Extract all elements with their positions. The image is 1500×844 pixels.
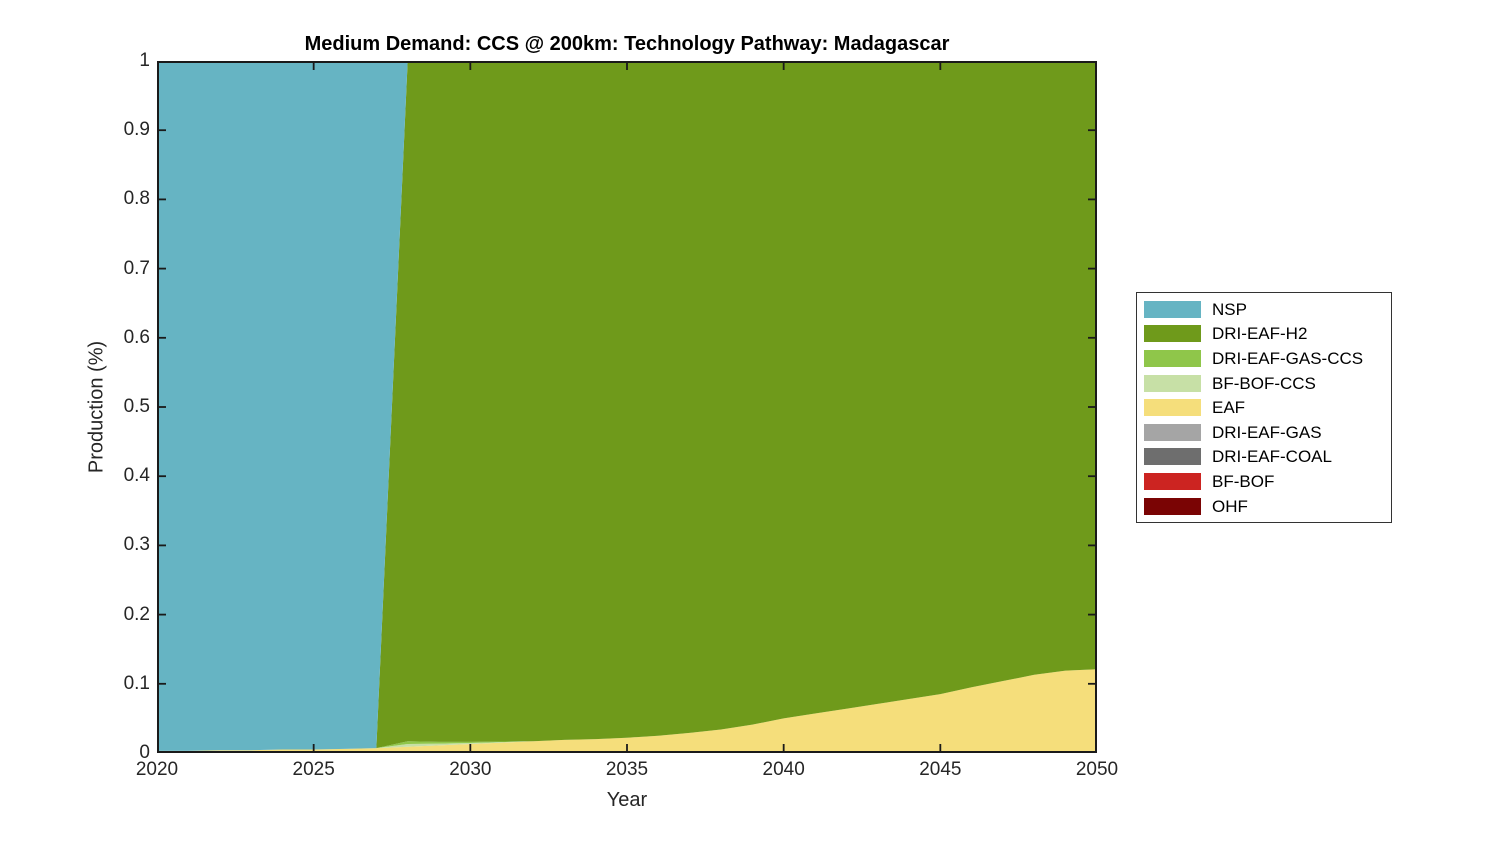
plot-area <box>157 61 1097 753</box>
legend-label: BF-BOF <box>1212 471 1275 491</box>
legend-item-EAF: EAF <box>1144 395 1391 420</box>
legend-swatch <box>1144 325 1201 343</box>
y-tick-label: 0.9 <box>123 119 150 141</box>
legend-label: BF-BOF-CCS <box>1212 373 1316 393</box>
legend-label: DRI-EAF-COAL <box>1212 447 1332 467</box>
y-tick-label: 1 <box>139 50 150 71</box>
x-tick-label: 2025 <box>292 759 335 780</box>
x-tick-label: 2050 <box>1075 759 1119 780</box>
y-tick-label: 0.6 <box>123 326 150 348</box>
legend-label: DRI-EAF-GAS <box>1212 422 1322 442</box>
legend-item-OHF: OHF <box>1144 494 1391 519</box>
legend-swatch <box>1144 399 1201 417</box>
x-axis-tick-labels: 2020 2025 2030 2035 2040 2045 2050 <box>136 759 1118 783</box>
legend-swatch <box>1144 448 1201 466</box>
area-series-EAF <box>157 669 1097 753</box>
x-tick-label: 2035 <box>605 759 649 780</box>
legend-item-BF-BOF-CCS: BF-BOF-CCS <box>1144 371 1391 396</box>
x-tick-label: 2030 <box>449 759 492 780</box>
y-tick-label: 0 <box>139 742 150 763</box>
legend-item-DRI-EAF-H2: DRI-EAF-H2 <box>1144 322 1391 347</box>
x-axis-label: Year <box>606 789 648 811</box>
area-series-NSP <box>157 61 1097 751</box>
y-tick-label: 0.2 <box>123 603 150 625</box>
legend-swatch <box>1144 423 1201 441</box>
legend-label: OHF <box>1212 496 1248 516</box>
plot-box-border <box>157 61 1097 753</box>
legend-box: NSP DRI-EAF-H2 DRI-EAF-GAS-CCS BF-BOF-CCS EA… <box>1136 292 1392 524</box>
x-tick-label: 2020 <box>135 759 179 780</box>
legend-swatch <box>1144 300 1201 318</box>
y-tick-label: 0.3 <box>123 534 150 556</box>
stacked-area-svg <box>157 61 1097 753</box>
legend-swatch <box>1144 472 1201 490</box>
legend-item-NSP: NSP <box>1144 297 1391 322</box>
y-axis-label: Production (%) <box>85 340 108 474</box>
legend-swatch <box>1144 349 1201 367</box>
y-tick-label: 0.4 <box>123 465 150 487</box>
legend-swatch <box>1144 497 1201 515</box>
legend-item-DRI-EAF-COAL: DRI-EAF-COAL <box>1144 445 1391 470</box>
y-axis-tick-labels: 0 0.1 0.2 0.3 0.4 0.5 0.6 0.7 0.8 0.9 1 <box>88 50 150 763</box>
chart-title: Medium Demand: CCS @ 200km: Technology P… <box>304 33 950 55</box>
legend-label: DRI-EAF-GAS-CCS <box>1212 348 1364 368</box>
y-tick-label: 0.8 <box>123 188 150 210</box>
legend-item-BF-BOF: BF-BOF <box>1144 469 1391 494</box>
area-series-DRI-EAF-H2 <box>157 61 1097 751</box>
legend-swatch <box>1144 374 1201 392</box>
legend-label: DRI-EAF-H2 <box>1212 324 1308 344</box>
legend-label: EAF <box>1212 398 1246 418</box>
legend-item-DRI-EAF-GAS-CCS: DRI-EAF-GAS-CCS <box>1144 346 1391 371</box>
legend-label: NSP <box>1212 299 1247 319</box>
y-tick-label: 0.1 <box>123 672 150 694</box>
y-tick-label: 0.7 <box>123 257 150 279</box>
legend-item-DRI-EAF-GAS: DRI-EAF-GAS <box>1144 420 1391 445</box>
x-tick-label: 2040 <box>762 759 805 780</box>
y-tick-label: 0.5 <box>123 396 150 417</box>
x-tick-label: 2045 <box>919 759 962 780</box>
